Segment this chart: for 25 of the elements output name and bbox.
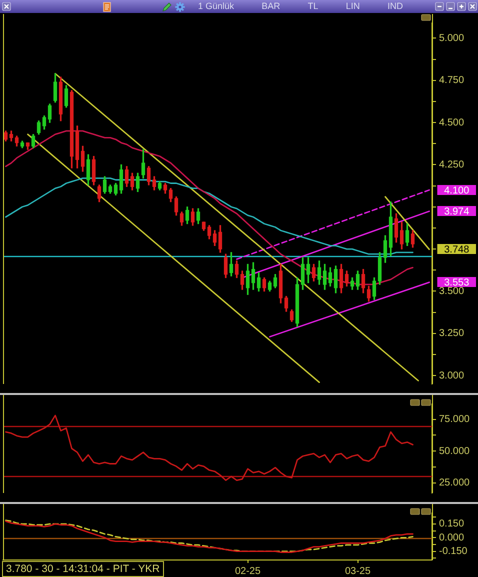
- y-tick-label: 3.500: [439, 286, 464, 297]
- y-tick-label: 0.150: [439, 518, 464, 530]
- y-tick-label: 4.250: [439, 159, 464, 170]
- data-label: 3.553: [444, 277, 470, 288]
- y-tick-label: -0.150: [439, 546, 468, 558]
- y-tick-label: 3.000: [439, 370, 464, 382]
- y-tick-label: 5.000: [439, 32, 464, 44]
- y-tick-label: 0.000: [439, 532, 464, 544]
- y-tick-label: 4.750: [439, 75, 464, 86]
- data-label: 3.974: [444, 206, 470, 218]
- text: IND: [387, 0, 403, 13]
- y-tick-label: 25.000: [439, 478, 470, 489]
- x-tick-label: 03-25: [344, 566, 371, 577]
- text: LIN: [346, 0, 360, 13]
- y-tick-label: 75.000: [439, 414, 470, 426]
- text: BAR: [262, 0, 280, 13]
- x-tick-label: 02-25: [234, 566, 261, 577]
- data-label: 4.100: [444, 185, 470, 196]
- text: TL: [308, 0, 318, 13]
- text: 1 Günlük: [198, 0, 234, 13]
- y-tick-label: 50.000: [439, 446, 470, 457]
- text: 3.780 - 30 - 14:31:04 - PIT - YKR: [2, 561, 164, 577]
- data-label: 3.748: [444, 244, 470, 256]
- y-tick-label: 4.500: [439, 117, 464, 128]
- y-tick-label: 3.250: [439, 328, 464, 340]
